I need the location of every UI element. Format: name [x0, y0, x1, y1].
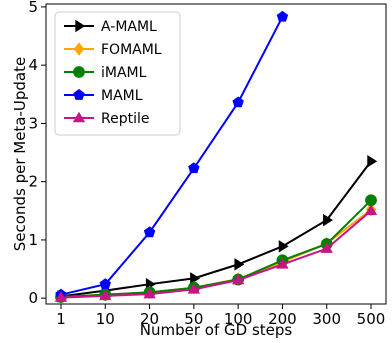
y-tick-label: 0	[28, 289, 38, 307]
y-tick-label: 5	[28, 0, 38, 16]
y-tick-label: 2	[28, 173, 38, 191]
legend-item-reptile: Reptile	[64, 111, 149, 127]
series-reptile	[54, 204, 378, 302]
data-point	[99, 289, 112, 301]
legend-label: MAML	[101, 88, 143, 104]
data-point	[276, 258, 289, 269]
legend-label: A-MAML	[101, 19, 157, 35]
legend-item-fomaml: FOMAML	[64, 42, 162, 58]
x-tick-label: 500	[357, 310, 386, 328]
legend: A-MAML FOMAML iMAML MAML Reptile	[54, 11, 181, 136]
x-axis-title: Number of GD steps	[140, 321, 293, 339]
data-point	[143, 287, 156, 299]
x-tick-label: 300	[312, 310, 341, 328]
x-tick-label: 50	[184, 310, 203, 328]
data-point	[323, 213, 333, 227]
legend-items: A-MAML FOMAML iMAML MAML Reptile	[64, 19, 162, 127]
legend-box	[54, 11, 181, 136]
legend-marker	[72, 111, 86, 123]
x-tick-label: 20	[140, 310, 159, 328]
data-point	[367, 155, 378, 168]
series-line	[60, 210, 372, 299]
legend-item-imaml: iMAML	[64, 65, 147, 81]
x-tick-label: 100	[224, 310, 253, 328]
plot-frame	[45, 3, 387, 305]
data-point	[188, 162, 200, 174]
legend-item-a-maml: A-MAML	[64, 19, 157, 35]
series-line	[60, 199, 372, 299]
y-tick-label: 3	[28, 114, 38, 132]
y-axis-title: Seconds per Meta-Update	[11, 57, 29, 251]
data-point	[143, 226, 156, 238]
legend-label: iMAML	[101, 65, 147, 81]
y-tick-label: 1	[28, 231, 38, 249]
x-tick-label: 1	[56, 310, 66, 328]
data-point	[276, 10, 289, 22]
series-line	[60, 160, 372, 298]
legend-item-maml: MAML	[64, 88, 143, 104]
data-point	[190, 272, 201, 285]
data-point	[320, 242, 333, 253]
legend-marker	[73, 42, 85, 56]
data-point	[99, 278, 111, 290]
data-point	[278, 240, 289, 253]
series-layer	[54, 10, 378, 304]
data-point	[232, 96, 244, 108]
legend-marker	[73, 89, 85, 100]
series-maml	[55, 10, 289, 300]
legend-marker	[75, 19, 86, 33]
data-point	[231, 273, 245, 285]
data-point	[364, 204, 378, 216]
x-tick-label: 10	[96, 310, 115, 328]
legend-marker	[73, 66, 85, 78]
legend-label: Reptile	[101, 111, 149, 127]
data-point	[234, 258, 245, 271]
y-tick-label: 4	[28, 56, 38, 74]
data-point	[365, 194, 377, 207]
x-tick-label: 200	[268, 310, 297, 328]
data-point	[187, 283, 201, 294]
legend-label: FOMAML	[101, 42, 162, 58]
data-point	[54, 291, 68, 302]
series-line	[60, 16, 284, 296]
